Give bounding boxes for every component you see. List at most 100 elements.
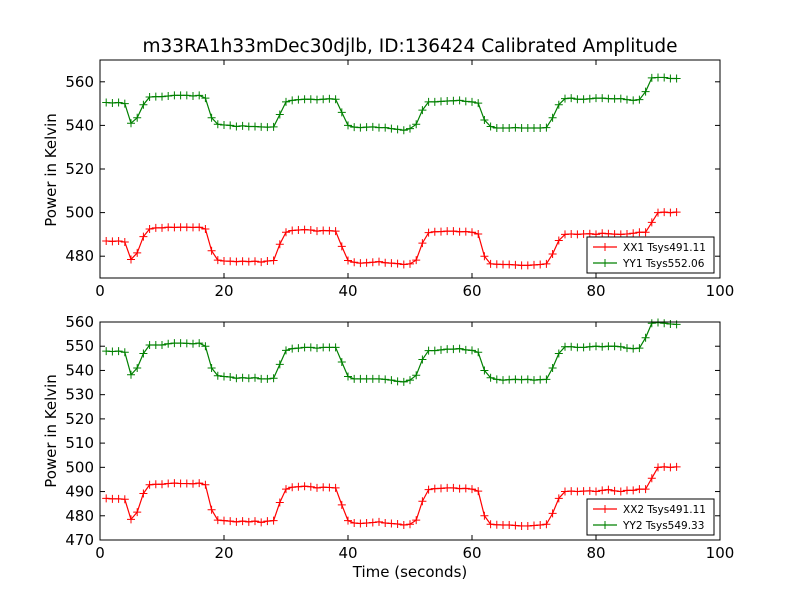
data-point-0-1-38 [337,108,346,117]
data-point-0-1-84 [623,95,631,104]
data-point-0-0-44 [375,257,383,266]
data-point-0-1-15 [195,91,204,100]
data-point-0-1-29 [282,97,290,106]
data-point-1-1-73 [554,349,563,358]
data-point-1-1-63 [492,375,501,384]
data-point-1-0-5 [133,508,142,517]
data-point-0-0-56 [449,227,458,236]
data-point-1-0-83 [616,487,625,496]
data-point-1-0-85 [629,486,638,495]
data-point-1-1-38 [337,357,346,366]
data-point-0-0-4 [127,255,135,264]
data-point-1-0-60 [474,487,483,496]
data-point-0-0-16 [201,224,210,233]
data-point-1-1-86 [635,344,644,353]
data-point-0-0-71 [542,259,551,268]
data-point-1-0-33 [306,482,315,491]
data-point-0-1-46 [387,124,396,133]
y-tick-label-0-0: 480 [65,247,94,265]
data-point-0-1-60 [474,99,483,108]
data-point-1-0-39 [344,516,352,525]
data-point-1-1-14 [189,339,197,348]
data-point-1-0-14 [189,479,197,488]
data-point-0-1-87 [641,87,650,96]
data-point-1-1-4 [127,370,135,379]
data-point-1-0-9 [158,480,166,489]
data-point-1-0-25 [257,518,266,527]
data-point-0-1-28 [275,110,284,119]
data-point-1-1-46 [387,376,396,385]
data-point-0-0-49 [406,259,414,268]
data-point-1-1-20 [226,372,235,381]
data-point-1-1-87 [641,333,650,342]
legend-label-0-0: XX1 Tsys491.11 [623,242,706,254]
data-point-0-0-38 [337,242,346,251]
data-point-1-1-59 [468,346,476,355]
data-point-1-1-26 [263,374,272,383]
data-point-1-0-17 [207,505,216,514]
data-point-0-0-33 [306,226,315,235]
data-point-1-0-3 [120,495,129,504]
data-point-0-0-73 [554,236,563,245]
data-point-1-1-72 [548,364,557,373]
data-point-0-1-6 [139,100,148,109]
data-point-1-0-48 [399,520,408,529]
data-point-0-0-59 [468,228,476,237]
data-point-0-1-16 [201,94,210,103]
data-point-0-1-39 [344,121,352,130]
data-point-1-0-71 [542,520,551,529]
data-point-1-1-75 [567,342,576,351]
data-point-0-1-75 [567,94,576,103]
data-point-1-0-23 [244,517,253,526]
y-tick-label-1-1: 480 [65,507,94,525]
data-point-0-1-57 [455,96,464,105]
data-point-1-1-57 [455,344,464,353]
data-point-0-0-2 [114,236,123,245]
bottom-y-axis-label: Power in Kelvin [42,374,60,488]
y-tick-label-1-4: 510 [65,434,94,452]
data-point-0-0-28 [275,240,284,249]
data-point-0-1-45 [381,123,390,132]
data-point-1-0-44 [375,517,383,526]
data-point-1-1-5 [133,364,142,373]
data-point-1-1-71 [542,375,551,384]
data-point-0-0-78 [585,229,594,238]
legend-label-1-1: YY2 Tsys549.33 [622,520,704,532]
data-point-0-1-85 [629,96,638,105]
data-point-1-0-58 [461,484,470,493]
series-line-1-1 [106,321,677,383]
data-point-0-1-49 [406,124,414,133]
data-point-1-0-22 [238,517,247,526]
bottom-plot: 0 20 40 60 80 100 470 480 490 500 510 520 530 540 550 5… [65,313,734,562]
data-point-0-0-52 [424,228,433,237]
top-plot: 0 20 40 60 80 100 480 500 520 540 560 XX1 Tsys491.1… [65,59,734,300]
data-point-0-1-50 [412,120,421,129]
data-point-0-1-3 [120,99,129,108]
data-point-0-0-6 [139,232,148,241]
data-point-0-0-50 [412,256,421,265]
data-point-1-0-59 [468,485,476,494]
data-point-1-1-51 [418,355,427,364]
data-point-0-1-21 [232,122,241,131]
plot-frame-1 [99,321,721,541]
legend-marker-0-1 [601,259,609,267]
data-point-0-1-83 [616,94,625,103]
data-point-1-1-31 [294,344,303,353]
legend-box-1 [586,498,715,536]
data-point-1-1-9 [158,341,166,350]
data-point-0-1-14 [189,91,197,100]
x-tick-label-0-2: 40 [338,282,357,300]
data-point-1-0-29 [282,485,290,494]
data-point-1-0-4 [127,515,135,524]
data-point-1-0-49 [406,520,414,529]
x-tick-label-1-4: 80 [586,544,605,562]
data-point-0-1-71 [542,123,551,132]
data-point-0-1-62 [486,122,495,131]
data-point-1-0-79 [592,487,600,496]
data-point-0-1-78 [585,94,594,103]
data-point-1-0-56 [449,483,458,492]
data-point-1-0-88 [647,474,656,483]
data-point-0-0-47 [393,259,402,268]
data-point-1-0-34 [313,483,321,492]
